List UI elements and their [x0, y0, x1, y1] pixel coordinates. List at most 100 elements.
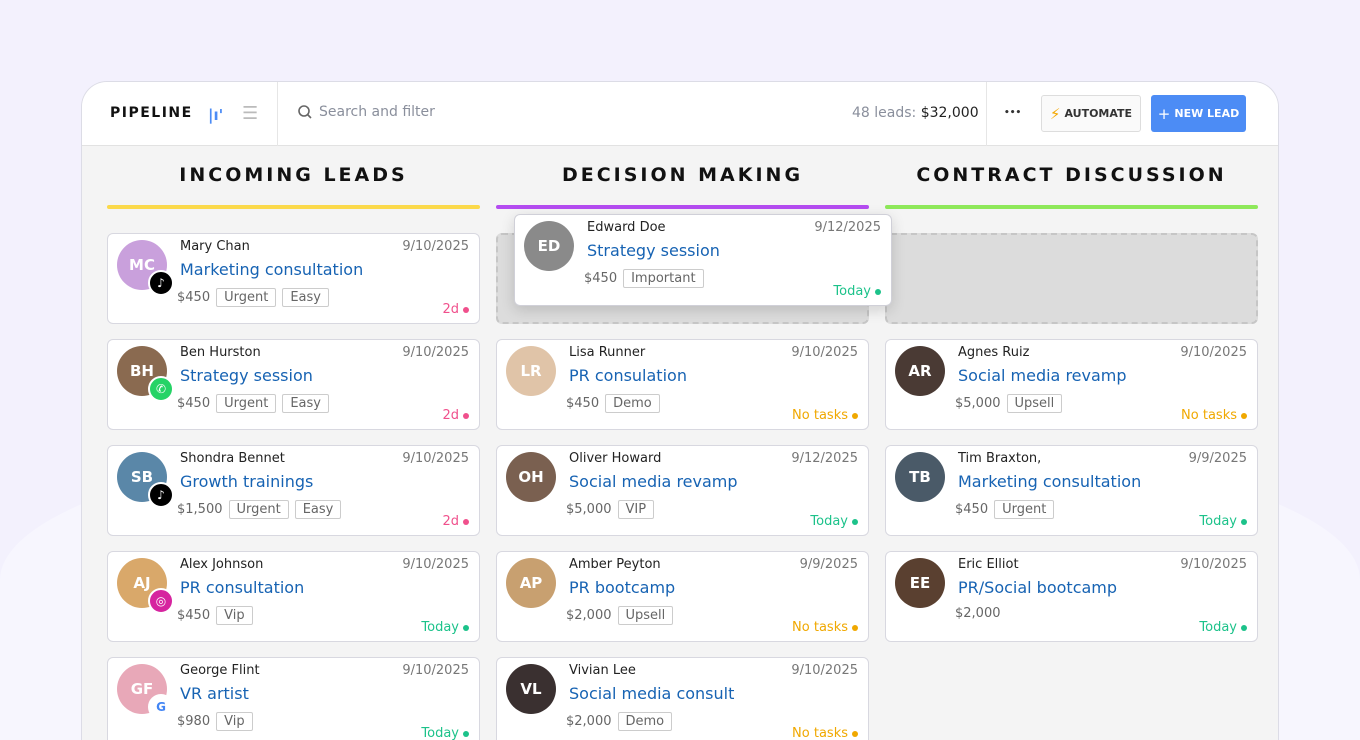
lead-card[interactable]: TB Tim Braxton, 9/9/2025 Marketing consu… — [885, 445, 1258, 536]
lead-card[interactable]: BH ✆ Ben Hurston 9/10/2025 Strategy sessi… — [107, 339, 480, 430]
avatar: VL — [506, 664, 556, 714]
list-view-icon[interactable]: ☰ — [242, 103, 259, 124]
contact-name: Ben Hurston — [180, 345, 261, 360]
contact-name: Mary Chan — [180, 239, 250, 254]
lead-card[interactable]: GF G George Flint 9/10/2025 VR artist $98… — [107, 657, 480, 740]
task-status: 2d — [442, 408, 459, 423]
deal-amount: $5,000 — [955, 396, 1001, 411]
task-status: Today — [1199, 620, 1237, 635]
lead-card[interactable]: MC ♪ Mary Chan 9/10/2025 Marketing consul… — [107, 233, 480, 324]
column-title: INCOMING LEADS — [179, 164, 408, 186]
column-title: CONTRACT DISCUSSION — [916, 164, 1227, 186]
deal-amount: $2,000 — [566, 714, 612, 729]
status-dot — [463, 624, 469, 631]
deal-amount: $450 — [177, 290, 211, 305]
deal-title[interactable]: Growth trainings — [180, 472, 314, 491]
task-status: Today — [810, 514, 848, 529]
lead-date: 9/10/2025 — [402, 345, 469, 360]
deal-amount: $450 — [566, 396, 600, 411]
contact-name: Agnes Ruiz — [958, 345, 1030, 360]
lead-card[interactable]: SB ♪ Shondra Bennet 9/10/2025 Growth trai… — [107, 445, 480, 536]
avatar: TB — [895, 452, 945, 502]
deal-amount: $5,000 — [566, 502, 612, 517]
lightning-icon: ⚡ — [1049, 104, 1061, 123]
contact-name: George Flint — [180, 663, 260, 678]
status-dot — [852, 518, 858, 525]
task-status: Today — [421, 620, 459, 635]
lead-date: 9/10/2025 — [1180, 557, 1247, 572]
task-status: No tasks — [792, 620, 848, 635]
lead-date: 9/9/2025 — [1188, 451, 1247, 466]
lead-card[interactable]: VL Vivian Lee 9/10/2025 Social media con… — [496, 657, 869, 740]
deal-title[interactable]: Social media revamp — [569, 472, 738, 491]
deal-title[interactable]: Marketing consultation — [180, 260, 364, 279]
lead-card[interactable]: OH Oliver Howard 9/12/2025 Social media … — [496, 445, 869, 536]
task-status: Today — [1199, 514, 1237, 529]
deal-title[interactable]: Strategy session — [587, 241, 720, 260]
contact-name: Oliver Howard — [569, 451, 662, 466]
lead-date: 9/10/2025 — [402, 239, 469, 254]
contact-name: Tim Braxton, — [958, 451, 1042, 466]
divider — [277, 82, 278, 146]
deal-amount: $980 — [177, 714, 211, 729]
tag: Urgent — [994, 500, 1055, 519]
deal-amount: $450 — [177, 608, 211, 623]
kanban-view-icon[interactable]: |ı' — [208, 106, 224, 124]
avatar: EE — [895, 558, 945, 608]
lead-card[interactable]: AR Agnes Ruiz 9/10/2025 Social media rev… — [885, 339, 1258, 430]
deal-title[interactable]: PR bootcamp — [569, 578, 676, 597]
contact-name: Shondra Bennet — [180, 451, 285, 466]
search-input[interactable]: Search and filter — [297, 104, 435, 120]
new-lead-button[interactable]: + NEW LEAD — [1151, 95, 1246, 132]
lead-card[interactable]: AJ ◎ Alex Johnson 9/10/2025 PR consultati… — [107, 551, 480, 642]
tag: Urgent — [216, 288, 277, 307]
lead-date: 9/10/2025 — [402, 663, 469, 678]
lead-card[interactable]: EE Eric Elliot 9/10/2025 PR/Social bootc… — [885, 551, 1258, 642]
column-title: DECISION MAKING — [561, 164, 804, 186]
contact-name: Eric Elliot — [958, 557, 1019, 572]
lead-date: 9/10/2025 — [791, 345, 858, 360]
tag: Demo — [617, 712, 673, 731]
pipeline-panel: PIPELINE |ı' ☰ Search and filter 48 lead… — [81, 81, 1279, 740]
tag: Vip — [216, 712, 253, 731]
deal-amount: $450 — [177, 396, 211, 411]
automate-label: AUTOMATE — [1064, 107, 1133, 120]
status-dot — [852, 624, 858, 631]
drop-placeholder[interactable] — [885, 233, 1258, 324]
deal-title[interactable]: PR consulation — [569, 366, 687, 385]
deal-title[interactable]: Social media consult — [569, 684, 735, 703]
automate-button[interactable]: ⚡ AUTOMATE — [1041, 95, 1141, 132]
deal-title[interactable]: PR consultation — [180, 578, 305, 597]
lead-date: 9/12/2025 — [791, 451, 858, 466]
lead-date: 9/10/2025 — [1180, 345, 1247, 360]
more-button[interactable]: ••• — [1004, 108, 1022, 118]
pipeline-column: DECISION MAKING LR Lisa Runner 9/10/2025… — [496, 146, 869, 740]
tag: Demo — [605, 394, 660, 413]
tag: Urgent — [216, 394, 277, 413]
lead-date: 9/10/2025 — [402, 557, 469, 572]
deal-title[interactable]: PR/Social bootcamp — [958, 578, 1118, 597]
deal-title[interactable]: Strategy session — [180, 366, 313, 385]
search-icon — [298, 105, 312, 119]
deal-title[interactable]: Marketing consultation — [958, 472, 1142, 491]
lead-date: 9/10/2025 — [791, 663, 858, 678]
tag: Easy — [294, 500, 342, 519]
status-dot — [463, 306, 469, 313]
leads-summary: 48 leads: $32,000 — [852, 105, 979, 121]
deal-title[interactable]: Social media revamp — [958, 366, 1127, 385]
column-color-bar — [885, 205, 1258, 209]
status-dot — [1241, 518, 1247, 525]
dragged-lead-card[interactable]: ED Edward Doe 9/12/2025 Strategy session… — [514, 214, 892, 306]
lead-card[interactable]: AP Amber Peyton 9/9/2025 PR bootcamp $2,… — [496, 551, 869, 642]
page-title: PIPELINE — [110, 105, 193, 121]
task-status: No tasks — [792, 408, 848, 423]
tag: Easy — [282, 288, 329, 307]
deal-amount: $2,000 — [566, 608, 612, 623]
lead-card[interactable]: LR Lisa Runner 9/10/2025 PR consulation … — [496, 339, 869, 430]
status-dot — [1241, 624, 1247, 631]
status-dot — [875, 288, 881, 295]
whatsapp-icon: ✆ — [148, 376, 174, 402]
deal-title[interactable]: VR artist — [180, 684, 249, 703]
tag: Easy — [282, 394, 329, 413]
tag: Upsell — [617, 606, 674, 625]
